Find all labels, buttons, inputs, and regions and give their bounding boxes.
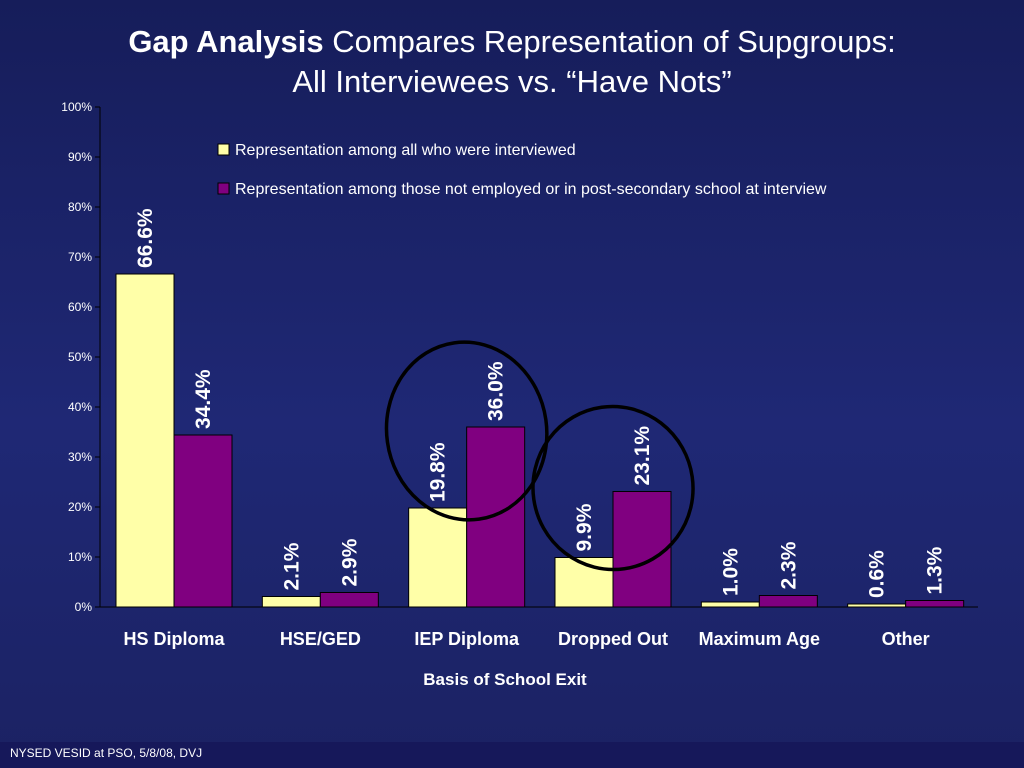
y-tick-label: 90% xyxy=(68,150,92,164)
data-label: 23.1% xyxy=(631,426,654,486)
bar-not-employed xyxy=(466,426,526,608)
category-label: Other xyxy=(882,629,930,649)
data-label: 2.1% xyxy=(280,542,303,590)
data-label: 2.3% xyxy=(777,541,800,589)
category-label: HSE/GED xyxy=(280,629,361,649)
title-rest-line1: Compares Representation of Supgroups: xyxy=(323,24,896,59)
category-label: IEP Diploma xyxy=(414,629,520,649)
category-label: Maximum Age xyxy=(699,629,820,649)
bar-all-interviewed xyxy=(115,273,175,608)
y-tick-label: 0% xyxy=(75,600,93,614)
bar-all-interviewed xyxy=(847,603,907,608)
data-label: 1.0% xyxy=(719,548,742,596)
chart-title: Gap Analysis Compares Representation of … xyxy=(0,22,1024,102)
highlight-ellipse xyxy=(384,340,549,522)
y-tick-label: 30% xyxy=(68,450,92,464)
footer-bar xyxy=(0,742,1024,768)
bar-not-employed xyxy=(612,491,672,608)
y-tick-label: 40% xyxy=(68,400,92,414)
legend-swatch xyxy=(217,143,230,156)
footer-text: NYSED VESID at PSO, 5/8/08, DVJ xyxy=(10,746,203,760)
bar-not-employed xyxy=(758,595,818,608)
data-label: 0.6% xyxy=(866,550,889,598)
bar-all-interviewed xyxy=(554,557,614,608)
data-label: 36.0% xyxy=(485,361,508,421)
highlight-ellipse xyxy=(531,404,695,572)
y-tick-label: 100% xyxy=(61,100,92,114)
category-label: HS Diploma xyxy=(123,629,225,649)
y-tick-label: 50% xyxy=(68,350,92,364)
bar-not-employed xyxy=(905,600,965,608)
title-line2: All Interviewees vs. “Have Nots” xyxy=(292,64,732,99)
y-tick-label: 80% xyxy=(68,200,92,214)
bar-all-interviewed xyxy=(261,596,321,608)
legend-swatch xyxy=(217,182,230,195)
bar-chart: 0% 10% 20% 30% 40% 50% 60% 70% 80% 90% 100% 66.6% 34… xyxy=(61,100,978,689)
data-label: 19.8% xyxy=(427,442,450,502)
bar-not-employed xyxy=(319,592,379,608)
title-bold-part: Gap Analysis xyxy=(128,24,324,59)
data-label: 1.3% xyxy=(924,546,947,594)
data-label: 66.6% xyxy=(134,208,157,268)
bar-all-interviewed xyxy=(700,601,760,608)
bar-all-interviewed xyxy=(408,507,468,608)
y-tick-label: 60% xyxy=(68,300,92,314)
data-label: 34.4% xyxy=(192,369,215,429)
y-tick-label: 20% xyxy=(68,500,92,514)
legend-entry: Representation among those not employed … xyxy=(235,181,827,198)
data-label: 9.9% xyxy=(573,503,596,551)
bar-not-employed xyxy=(173,434,233,608)
x-axis-title: Basis of School Exit xyxy=(423,670,587,689)
category-label: Dropped Out xyxy=(558,629,668,649)
y-tick-label: 10% xyxy=(68,550,92,564)
y-tick-label: 70% xyxy=(68,250,92,264)
data-label: 2.9% xyxy=(338,538,361,586)
legend-entry: Representation among all who were interv… xyxy=(235,142,576,159)
